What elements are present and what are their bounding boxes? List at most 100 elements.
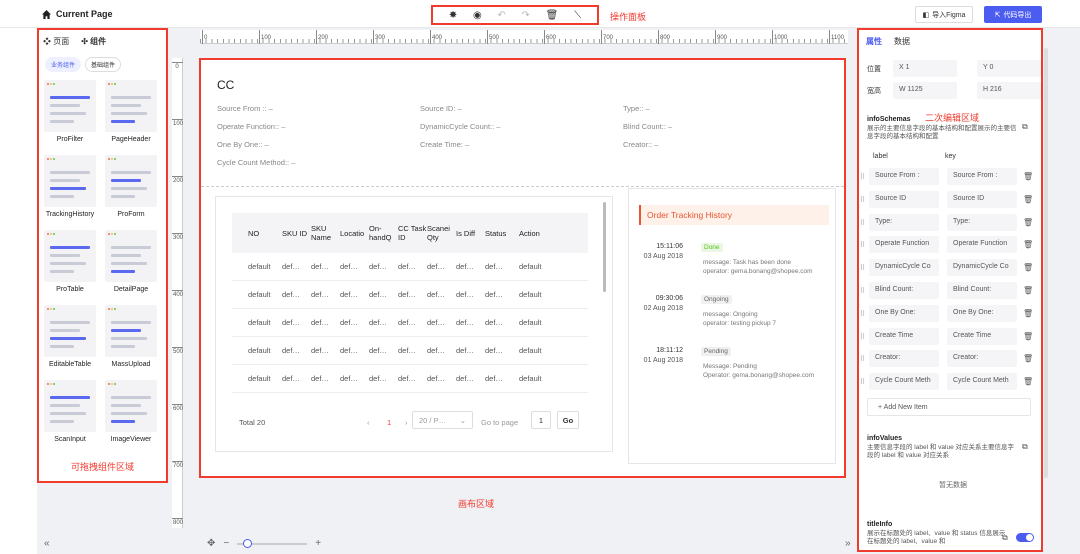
- schema-key-input[interactable]: Source From :: [947, 168, 1017, 185]
- table-cell[interactable]: default: [519, 346, 542, 355]
- pill-business-components[interactable]: 业务组件: [45, 57, 82, 72]
- component-card[interactable]: ScanInput: [42, 380, 98, 455]
- schema-label-input[interactable]: Creator:: [869, 350, 939, 368]
- delete-icon[interactable]: 🗑: [1023, 240, 1034, 250]
- drag-handle-icon[interactable]: ⠿: [860, 310, 866, 318]
- prev-page-icon[interactable]: ‹: [367, 418, 370, 427]
- delete-icon[interactable]: 🗑: [1023, 308, 1034, 318]
- component-card[interactable]: ProFilter: [42, 80, 98, 155]
- table-scrollbar[interactable]: [603, 202, 606, 292]
- drag-handle-icon[interactable]: ⠿: [860, 288, 866, 295]
- y-input[interactable]: Y 0: [977, 60, 1041, 77]
- schema-key-input[interactable]: Create Time: [947, 327, 1017, 345]
- page-size-select[interactable]: 20 / P… ⌄: [412, 411, 473, 429]
- page-title[interactable]: Current Page: [42, 9, 113, 19]
- column-header[interactable]: Status: [485, 228, 507, 238]
- drag-handle-icon[interactable]: ⠿: [860, 219, 866, 227]
- schema-label-input[interactable]: Source ID: [869, 190, 939, 208]
- width-input[interactable]: W 1125: [893, 82, 957, 99]
- schema-label-input[interactable]: Source From :: [869, 168, 939, 185]
- delete-icon[interactable]: 🗑: [1023, 377, 1034, 387]
- tab-components[interactable]: ✣ 组件: [81, 37, 107, 46]
- collapse-right-icon[interactable]: »: [845, 538, 851, 549]
- page-number-current[interactable]: 1: [387, 418, 392, 427]
- redo-icon[interactable]: ↷: [521, 9, 530, 21]
- table-cell[interactable]: default: [519, 318, 542, 327]
- component-card[interactable]: MassUpload: [103, 305, 159, 380]
- eye-icon[interactable]: ◉: [472, 9, 482, 21]
- component-card[interactable]: PageHeader: [103, 80, 159, 155]
- schema-label-input[interactable]: Blind Count:: [869, 282, 939, 299]
- drag-handle-icon[interactable]: ⠿: [860, 333, 866, 341]
- canvas[interactable]: CC Source From :: – Source ID: – Type:: – O…: [199, 58, 846, 478]
- zoom-slider-knob[interactable]: [243, 538, 253, 548]
- drag-handle-icon[interactable]: ⠿: [860, 242, 866, 250]
- table-row[interactable]: default def… def… def… def… def… def… def… def… d…: [232, 253, 588, 281]
- delete-icon[interactable]: 🗑: [1023, 217, 1034, 227]
- copy-icon[interactable]: ⧉: [1002, 533, 1008, 542]
- tab-pages[interactable]: ❖ 页面: [43, 37, 70, 46]
- schema-key-input[interactable]: DynamicCycle Co: [947, 259, 1017, 277]
- delete-icon[interactable]: 🗑: [1023, 194, 1034, 204]
- table-row[interactable]: default def… def… def… def… def… def… def… def… d…: [232, 337, 588, 365]
- tab-properties[interactable]: 属性: [866, 37, 882, 46]
- schema-key-input[interactable]: Blind Count:: [947, 282, 1017, 299]
- column-header[interactable]: On-handQ: [369, 224, 392, 242]
- table-row[interactable]: default def… def… def… def… def… def… def… def… d…: [232, 365, 588, 393]
- schema-label-input[interactable]: Create Time: [869, 327, 939, 345]
- zoom-slider[interactable]: [237, 538, 308, 548]
- schema-label-input[interactable]: Type:: [869, 213, 939, 231]
- table-row[interactable]: default def… def… def… def… def… def… def… def… d…: [232, 309, 588, 337]
- table-cell[interactable]: default: [519, 290, 542, 299]
- copy-icon[interactable]: ⧉: [1022, 122, 1028, 131]
- delete-icon[interactable]: 🗑: [1023, 172, 1034, 181]
- component-card[interactable]: EditableTable: [42, 305, 98, 380]
- export-code-button[interactable]: ⇱ 代码导出: [984, 6, 1042, 23]
- delete-icon[interactable]: 🗑: [1023, 331, 1034, 341]
- column-header[interactable]: Is Diff: [456, 228, 476, 238]
- tab-data[interactable]: 数据: [894, 37, 910, 46]
- zoom-in-icon[interactable]: +: [315, 538, 322, 549]
- component-card[interactable]: DetailPage: [103, 230, 159, 305]
- schema-label-input[interactable]: DynamicCycle Co: [869, 259, 939, 277]
- drag-handle-icon[interactable]: ⠿: [860, 174, 866, 181]
- title-info-toggle[interactable]: [1016, 533, 1034, 542]
- schema-label-input[interactable]: Cycle Count Meth: [869, 373, 939, 391]
- column-header[interactable]: Scanei Qty: [427, 224, 450, 242]
- column-header[interactable]: NO: [248, 228, 260, 238]
- table-row[interactable]: default def… def… def… def… def… def… def… def… d…: [232, 281, 588, 309]
- trash-icon[interactable]: 🗑: [545, 9, 559, 21]
- clear-icon[interactable]: ⟍: [574, 9, 582, 21]
- copy-icon[interactable]: ⧉: [1022, 442, 1028, 451]
- column-header[interactable]: CC Task ID: [398, 224, 427, 242]
- goto-page-input[interactable]: 1: [531, 411, 551, 429]
- schema-key-input[interactable]: Operate Function: [947, 236, 1017, 254]
- delete-icon[interactable]: 🗑: [1023, 354, 1034, 364]
- column-header[interactable]: Locatio: [340, 228, 365, 238]
- next-page-icon[interactable]: ›: [405, 418, 408, 427]
- zoom-out-icon[interactable]: −: [223, 538, 230, 549]
- schema-key-input[interactable]: One By One:: [947, 304, 1017, 322]
- component-card[interactable]: TrackingHistory: [42, 155, 98, 230]
- go-button[interactable]: Go: [557, 411, 579, 429]
- move-icon[interactable]: ✥: [207, 538, 216, 549]
- collapse-left-icon[interactable]: «: [44, 538, 50, 549]
- column-header[interactable]: SKU Name: [311, 224, 332, 242]
- delete-icon[interactable]: 🗑: [1023, 286, 1034, 295]
- schema-key-input[interactable]: Source ID: [947, 190, 1017, 208]
- properties-scrollbar[interactable]: [1044, 48, 1048, 478]
- component-card[interactable]: ProTable: [42, 230, 98, 305]
- x-input[interactable]: X 1: [893, 60, 957, 77]
- drag-handle-icon[interactable]: ⠿: [860, 379, 866, 387]
- component-card[interactable]: ImageViewer: [103, 380, 159, 455]
- import-figma-button[interactable]: ◧ 导入Figma: [915, 6, 973, 23]
- schema-key-input[interactable]: Type:: [947, 213, 1017, 231]
- schema-label-input[interactable]: Operate Function: [869, 236, 939, 254]
- table-cell[interactable]: default: [519, 262, 542, 271]
- pill-basic-components[interactable]: 基础组件: [85, 57, 122, 72]
- height-input[interactable]: H 216: [977, 82, 1041, 99]
- column-header[interactable]: Action: [519, 228, 540, 238]
- undo-icon[interactable]: ↶: [497, 9, 506, 21]
- table-cell[interactable]: default: [519, 374, 542, 383]
- delete-icon[interactable]: 🗑: [1023, 263, 1034, 273]
